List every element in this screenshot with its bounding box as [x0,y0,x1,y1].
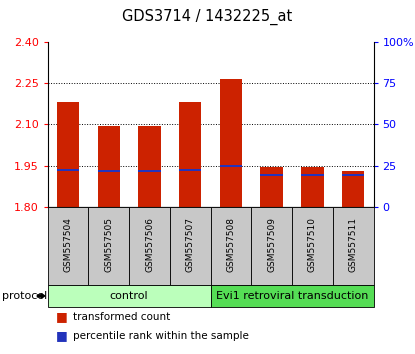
Bar [342,171,364,207]
Text: GSM557509: GSM557509 [267,217,276,272]
Bar [88,207,129,285]
Text: GSM557504: GSM557504 [63,217,73,272]
Bar [138,170,161,172]
Bar [57,102,79,207]
Bar [48,285,210,307]
Bar [342,174,364,176]
Bar [210,285,374,307]
Bar [261,174,283,176]
Bar [301,174,324,176]
Bar [170,207,211,285]
Text: GSM557511: GSM557511 [349,217,358,272]
Text: ■: ■ [56,329,68,342]
Bar [138,126,161,207]
Text: protocol: protocol [2,291,47,301]
Text: percentile rank within the sample: percentile rank within the sample [73,331,249,341]
Text: ■: ■ [56,310,68,324]
Text: GSM557505: GSM557505 [104,217,113,272]
Bar [251,207,292,285]
Bar [220,165,242,167]
Bar [333,207,374,285]
Bar [57,169,79,171]
Bar [98,126,120,207]
Text: GDS3714 / 1432225_at: GDS3714 / 1432225_at [122,9,293,25]
Text: transformed count: transformed count [73,312,170,322]
Bar [48,207,88,285]
Bar [220,79,242,207]
Bar [292,207,333,285]
FancyArrow shape [37,294,45,298]
Text: GSM557507: GSM557507 [186,217,195,272]
Bar [210,207,251,285]
Bar [129,207,170,285]
Bar [261,167,283,207]
Bar [179,169,201,171]
Text: GSM557508: GSM557508 [227,217,235,272]
Text: control: control [110,291,149,301]
Bar [179,102,201,207]
Bar [301,167,324,207]
Text: GSM557506: GSM557506 [145,217,154,272]
Text: GSM557510: GSM557510 [308,217,317,272]
Bar [98,170,120,172]
Text: Evi1 retroviral transduction: Evi1 retroviral transduction [216,291,368,301]
